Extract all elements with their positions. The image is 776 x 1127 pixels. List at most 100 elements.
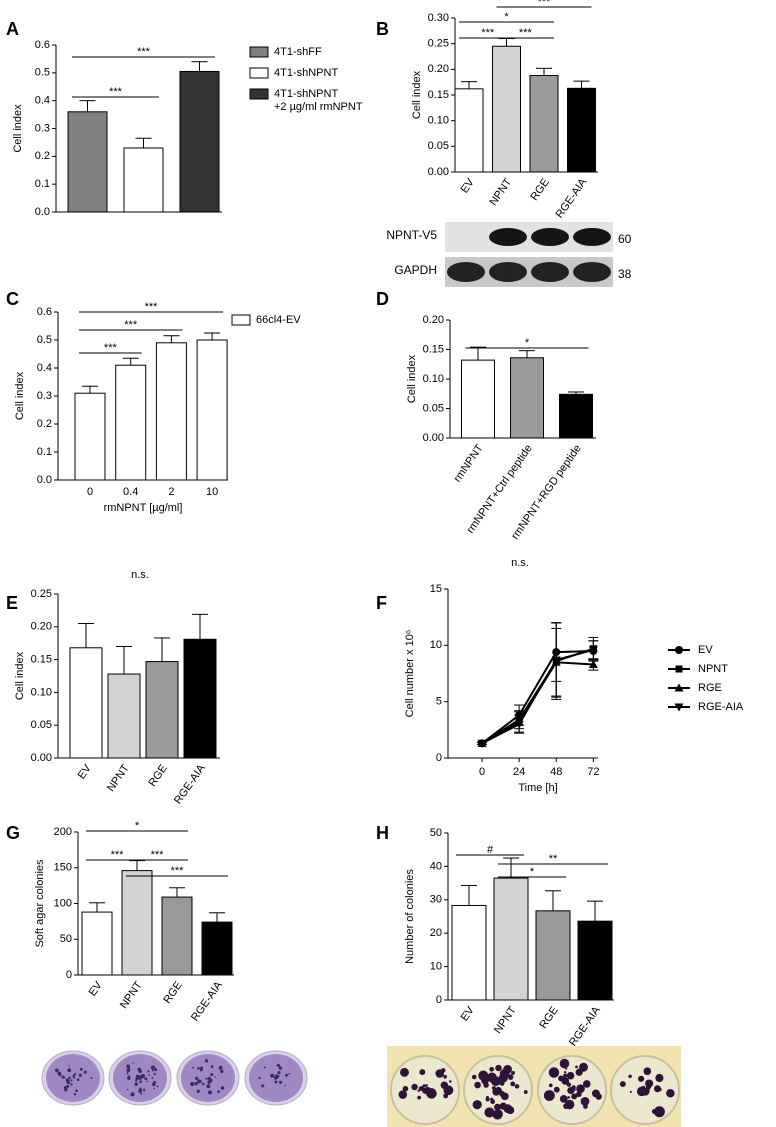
colony: [70, 1079, 73, 1082]
y-tick-label: 50: [60, 933, 72, 945]
annotation: #: [487, 844, 494, 856]
bar: [492, 45, 521, 173]
legend-label: RGE: [698, 682, 722, 694]
y-tick-label: 0.4: [37, 362, 52, 374]
bar: [529, 74, 559, 173]
colony: [494, 1103, 502, 1111]
colony: [61, 1075, 65, 1079]
bar: [535, 910, 571, 1001]
colony: [563, 1070, 567, 1074]
y-tick-label: 0.6: [35, 39, 50, 51]
colony: [559, 1058, 570, 1069]
bar: [559, 393, 593, 439]
colony: [208, 1090, 212, 1095]
colony: [258, 1076, 261, 1080]
colony: [443, 1093, 449, 1099]
legend-swatch: [249, 88, 269, 100]
y-tick-label: 0.10: [423, 373, 444, 385]
y-tick-label: 0.5: [37, 334, 52, 346]
y-tick-label: 0.5: [35, 67, 50, 79]
x-tick-label: 24: [513, 766, 525, 778]
x-axis-label: rmNPNT [µg/ml]: [104, 502, 183, 514]
colony: [486, 1095, 489, 1099]
colony: [139, 1088, 143, 1092]
colony: [195, 1076, 199, 1080]
y-tick-label: 30: [430, 894, 442, 906]
x-tick-label: NPNT: [118, 979, 145, 1011]
colony: [190, 1082, 194, 1085]
y-axis-label: Number of colonies: [404, 869, 416, 964]
bar: [567, 87, 596, 173]
y-tick-label: 0.15: [428, 89, 449, 101]
colony: [284, 1084, 286, 1087]
colony: [449, 1080, 452, 1083]
colony: [276, 1063, 281, 1068]
x-tick-label: RGE: [537, 1005, 561, 1031]
marker: [675, 646, 683, 654]
colony: [548, 1067, 560, 1078]
colony: [443, 1074, 447, 1079]
colony: [278, 1066, 283, 1070]
colony: [192, 1066, 194, 1069]
y-tick-label: 0.20: [428, 63, 449, 75]
bar: [74, 392, 106, 481]
annotation: *: [530, 866, 535, 878]
marker: [551, 656, 561, 665]
annotation: ***: [104, 342, 118, 354]
blot-band: [573, 228, 611, 246]
annotation: n.s.: [511, 557, 529, 569]
colony: [72, 1076, 76, 1079]
colony: [143, 1089, 146, 1092]
y-axis-label: Cell number x 10⁶: [404, 630, 416, 718]
colony: [147, 1070, 150, 1073]
colony: [134, 1082, 138, 1086]
colony: [576, 1084, 585, 1094]
bar: [183, 638, 217, 759]
bar: [454, 88, 484, 173]
colony: [79, 1067, 83, 1071]
annotation: ***: [171, 865, 185, 877]
y-tick-label: 0.25: [428, 38, 449, 50]
annotation: **: [549, 853, 558, 865]
colony: [54, 1068, 59, 1073]
y-tick-label: 15: [430, 583, 442, 595]
y-tick-label: 100: [54, 897, 72, 909]
colony: [582, 1080, 591, 1088]
colony: [220, 1086, 225, 1090]
y-tick-label: 0.10: [31, 686, 52, 698]
colony: [135, 1077, 139, 1081]
annotation: ***: [124, 319, 138, 331]
blot-band: [447, 262, 485, 282]
blot-band: [531, 228, 569, 246]
x-tick-label: EV: [459, 176, 478, 195]
colony: [204, 1059, 209, 1063]
colony: [398, 1090, 408, 1099]
colony: [194, 1081, 198, 1086]
colony: [425, 1084, 428, 1087]
y-tick-label: 40: [430, 860, 442, 872]
y-axis-label: Cell index: [411, 70, 423, 119]
bar: [69, 647, 103, 759]
x-tick-label: EV: [459, 1004, 478, 1023]
colony: [419, 1069, 426, 1076]
legend-marker: [675, 665, 683, 673]
bar: [107, 673, 141, 759]
y-tick-label: 0.00: [31, 752, 52, 764]
x-tick-label: NPNT: [487, 176, 514, 208]
colony: [411, 1083, 418, 1091]
colony: [277, 1070, 281, 1075]
colony: [146, 1080, 149, 1083]
y-tick-label: 200: [54, 826, 72, 838]
legend-label: EV: [698, 644, 713, 656]
legend-swatch: [249, 46, 269, 58]
y-tick-label: 5: [436, 696, 442, 708]
colony: [144, 1077, 148, 1081]
blot-size: 60: [618, 232, 632, 246]
colony: [153, 1072, 156, 1076]
y-axis-label: Cell index: [14, 371, 26, 420]
y-axis-label: Cell index: [14, 651, 26, 700]
colony: [217, 1090, 220, 1093]
colony: [130, 1092, 135, 1097]
bar: [179, 70, 220, 213]
x-tick-label: EV: [76, 762, 95, 781]
